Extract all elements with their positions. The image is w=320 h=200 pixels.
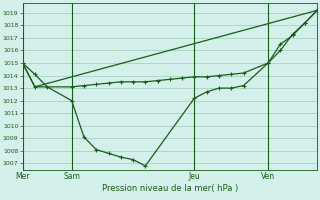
X-axis label: Pression niveau de la mer( hPa ): Pression niveau de la mer( hPa ) [102, 184, 238, 193]
